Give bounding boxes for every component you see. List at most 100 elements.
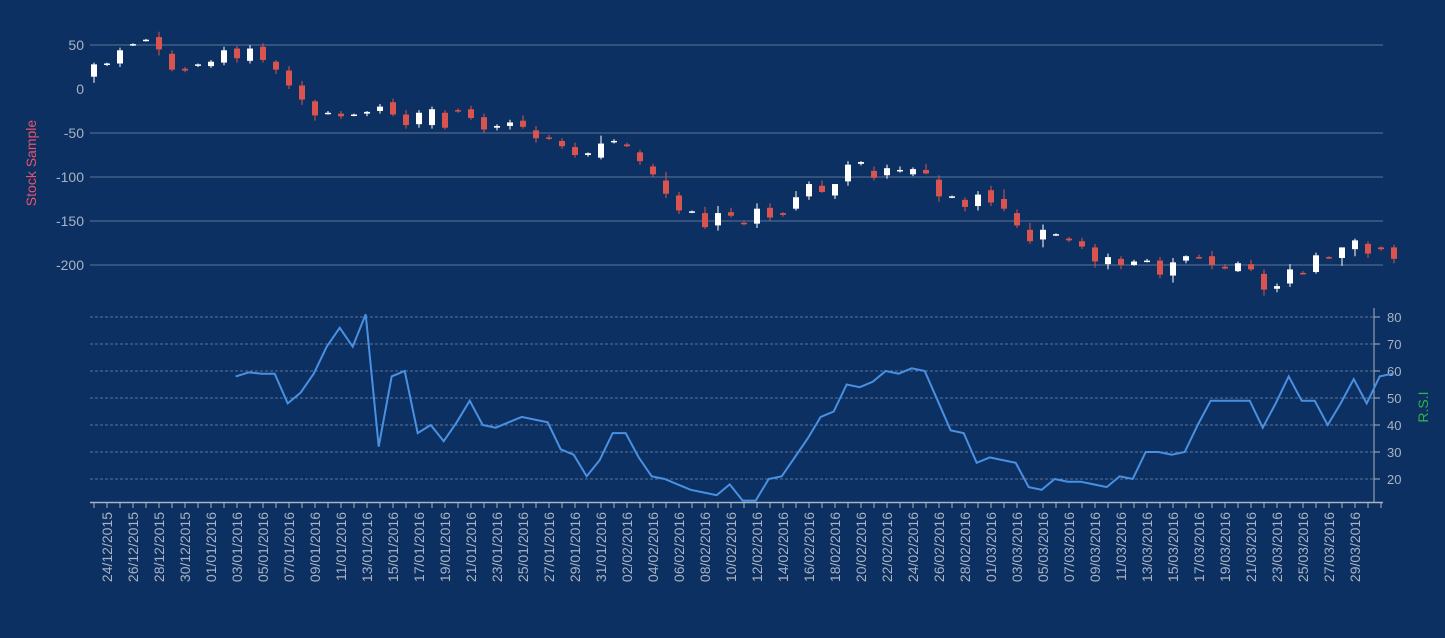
x-tick-label: 11/01/2016 [333, 512, 349, 581]
candle-body [1144, 261, 1150, 263]
rsi-y-tick-label: 80 [1387, 310, 1401, 325]
rsi-line [236, 314, 1393, 500]
x-tick-label: 11/03/2016 [1113, 512, 1129, 581]
candle-body [1313, 255, 1319, 272]
candle-body [1118, 259, 1124, 265]
candle-body [1326, 257, 1332, 259]
candle-body [494, 126, 500, 128]
candle-body [845, 165, 851, 182]
x-tick-label: 26/12/2015 [125, 512, 141, 582]
candle-body [793, 197, 799, 208]
x-tick-label: 27/03/2016 [1321, 512, 1337, 582]
x-tick-label: 25/01/2016 [515, 512, 531, 582]
x-tick-label: 27/01/2016 [541, 512, 557, 582]
candle-body [988, 190, 994, 202]
date-x-axis [90, 503, 1383, 509]
x-tick-label: 24/12/2015 [99, 512, 115, 582]
x-tick-label: 07/03/2016 [1061, 512, 1077, 582]
x-tick-label: 13/03/2016 [1139, 512, 1155, 582]
candle-body [611, 141, 617, 143]
x-tick-label: 07/01/2016 [281, 512, 297, 582]
x-tick-label: 20/02/2016 [853, 512, 869, 582]
x-tick-label: 02/02/2016 [619, 512, 635, 582]
price-y-tick-label: 50 [68, 37, 84, 53]
x-tick-label: 05/03/2016 [1035, 512, 1051, 582]
x-tick-label: 01/01/2016 [203, 512, 219, 582]
candle-body [689, 211, 695, 213]
x-tick-label: 16/02/2016 [801, 512, 817, 582]
x-tick-label: 12/02/2016 [749, 512, 765, 582]
candle-body [325, 113, 331, 115]
candle-body [1131, 261, 1137, 265]
x-tick-label: 29/03/2016 [1347, 512, 1363, 582]
x-tick-label: 15/01/2016 [385, 512, 401, 582]
rsi-y-tick-label: 40 [1387, 418, 1401, 433]
candle-body [429, 109, 435, 125]
date-x-axis-labels: 24/12/2015 26/12/2015 28/12/2015 30/12/2015… [99, 512, 1363, 582]
candle-body [221, 50, 227, 62]
candle-body [442, 113, 448, 128]
candle-body [273, 62, 279, 70]
x-tick-label: 18/02/2016 [827, 512, 843, 582]
candle-body [1027, 230, 1033, 241]
candle-body [1183, 256, 1189, 260]
candle-body [1235, 263, 1241, 271]
x-tick-label: 26/02/2016 [931, 512, 947, 582]
price-y-tick-label: 0 [76, 81, 84, 97]
candle-body [1014, 213, 1020, 225]
candle-body [1300, 273, 1306, 275]
candle-body [1274, 286, 1280, 289]
rsi-y-tick-label: 60 [1387, 364, 1401, 379]
x-tick-label: 25/03/2016 [1295, 512, 1311, 582]
x-tick-label: 01/03/2016 [983, 512, 999, 582]
candle-body [780, 213, 786, 215]
price-y-tick-label: -100 [56, 169, 84, 185]
candle-body [897, 170, 903, 172]
candle-body [247, 49, 253, 61]
candle-body [884, 168, 890, 175]
candle-body [1261, 274, 1267, 290]
candle-body [455, 110, 461, 112]
candle-body [299, 85, 305, 99]
candle-body [260, 47, 266, 60]
candle-body [156, 37, 162, 49]
price-y-axis-label: Stock Sample [23, 120, 39, 207]
x-tick-label: 03/03/2016 [1009, 512, 1025, 582]
candle-body [1365, 244, 1371, 254]
candle-body [962, 200, 968, 207]
candle-body [286, 71, 292, 86]
candle-body [143, 40, 149, 42]
candle-body [481, 117, 487, 129]
x-tick-label: 28/02/2016 [957, 512, 973, 582]
candle-body [910, 169, 916, 174]
candle-body [1157, 261, 1163, 275]
candle-body [975, 195, 981, 206]
candle-body [1066, 239, 1072, 241]
candlestick-series [91, 32, 1397, 296]
candle-body [1248, 264, 1254, 269]
price-y-tick-label: -50 [64, 125, 84, 141]
rsi-y-tick-label: 30 [1387, 445, 1401, 460]
candle-body [234, 49, 240, 59]
candle-body [507, 122, 513, 126]
candle-body [1352, 240, 1358, 249]
candle-body [741, 223, 747, 225]
x-tick-label: 22/02/2016 [879, 512, 895, 582]
candle-body [1222, 267, 1228, 269]
price-gridlines [90, 45, 1383, 265]
price-y-tick-label: -150 [56, 213, 84, 229]
x-tick-label: 19/03/2016 [1217, 512, 1233, 582]
candle-body [1092, 247, 1098, 261]
candle-body [312, 101, 318, 115]
candle-body [364, 112, 370, 114]
candle-body [559, 141, 565, 146]
candle-body [403, 115, 409, 126]
candle-body [1079, 241, 1085, 246]
candle-body [624, 144, 630, 146]
candle-body [858, 162, 864, 164]
x-tick-label: 17/03/2016 [1191, 512, 1207, 582]
x-tick-label: 21/03/2016 [1243, 512, 1259, 582]
x-tick-label: 15/03/2016 [1165, 512, 1181, 582]
candle-body [533, 130, 539, 138]
